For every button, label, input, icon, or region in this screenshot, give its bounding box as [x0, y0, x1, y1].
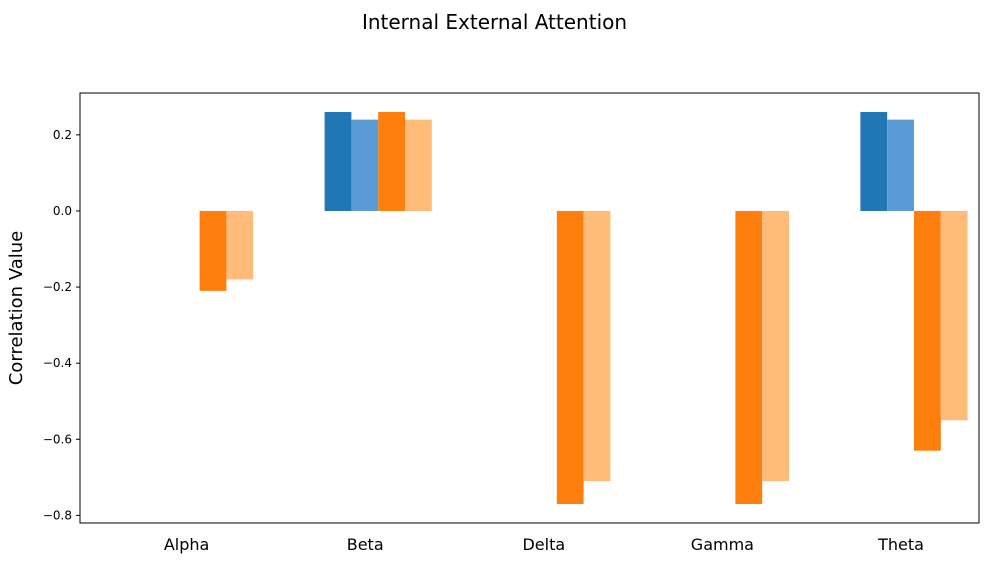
y-tick-label: 0.0 [53, 204, 72, 218]
bar-beta-series-3 [378, 112, 405, 211]
bar-alpha-series-4 [226, 210, 254, 280]
bar-delta-series-4 [583, 210, 611, 482]
bars-group [199, 112, 968, 504]
bar-theta-series-3 [914, 210, 941, 451]
bar-gamma-series-3 [735, 210, 763, 504]
x-tick-label-alpha: Alpha [164, 535, 210, 554]
bar-beta-series-1 [324, 112, 352, 211]
y-tick-label: −0.4 [43, 356, 72, 370]
bar-delta-series-3 [556, 210, 584, 504]
y-axis-label: Correlation Value [6, 231, 27, 385]
x-tick-label-beta: Beta [347, 535, 384, 554]
x-tick-label-delta: Delta [522, 535, 565, 554]
y-tick-label: −0.2 [43, 280, 72, 294]
y-tick-label: −0.8 [43, 508, 72, 522]
y-tick-label: −0.6 [43, 432, 72, 446]
bar-gamma-series-4 [762, 210, 789, 482]
y-tick-label: 0.2 [53, 128, 72, 142]
x-ticks: Alpha Beta Delta Gamma Theta [164, 535, 924, 554]
bar-theta-series-4 [940, 210, 968, 421]
bar-alpha-series-3 [199, 210, 227, 291]
x-tick-label-gamma: Gamma [691, 535, 754, 554]
chart-title: Internal External Attention [362, 10, 627, 34]
bar-beta-series-4 [405, 119, 432, 211]
bar-theta-series-2 [887, 119, 914, 211]
y-ticks: −0.8 −0.6 −0.4 −0.2 0.0 0.2 [43, 128, 80, 522]
bar-theta-series-1 [860, 112, 888, 211]
x-tick-label-theta: Theta [877, 535, 924, 554]
bar-beta-series-2 [351, 119, 379, 211]
plot-frame [79, 92, 980, 524]
